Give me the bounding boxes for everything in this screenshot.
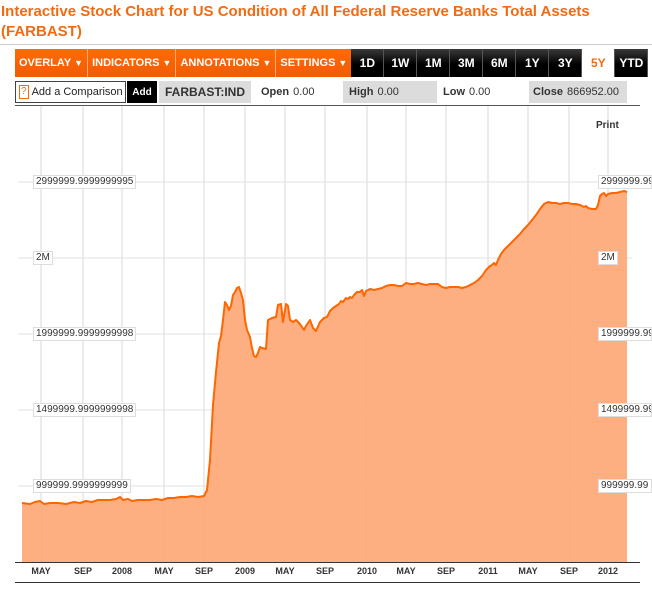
range-1w-button[interactable]: 1W [384,49,418,77]
comparison-placeholder: Add a Comparison [31,86,123,98]
low-stat: Low 0.00 [437,81,529,103]
chart-toolbar: OVERLAY ▼ INDICATORS ▼ ANNOTATIONS ▼ SETTIN… [15,49,649,77]
settings-menu-button[interactable]: SETTINGS ▼ [276,49,352,77]
y-label-left-3m: 2999999.9999999995 [33,175,137,189]
add-comparison-button[interactable]: Add [127,81,157,103]
quote-bar-divider [15,105,640,106]
area-line [21,190,628,505]
x-tick-label: 2012 [597,566,619,576]
x-tick-label: SEP [436,566,456,576]
settings-label: SETTINGS [280,57,336,69]
overlay-label: OVERLAY [19,57,72,69]
y-label-right-3m: 2999999.99 [598,175,652,189]
y-label-right-1m: 999999.99 [598,479,652,493]
range-3m-button[interactable]: 3M [450,49,484,77]
range-1y-button[interactable]: 1Y [516,49,550,77]
chevron-down-icon: ▼ [262,58,272,68]
high-stat: High 0.00 [343,81,437,103]
x-tick-label: MAY [396,566,416,576]
open-stat: Open 0.00 [251,81,343,103]
y-label-left-2m: 2M [33,251,53,265]
close-label: Close [533,86,563,98]
title-divider [0,44,652,45]
range-5y-button[interactable]: 5Y [582,49,616,77]
area-chart[interactable] [0,106,652,591]
range-1m-button[interactable]: 1M [417,49,451,77]
chevron-down-icon: ▼ [74,58,84,68]
overlay-menu-button[interactable]: OVERLAY ▼ [15,49,89,77]
open-label: Open [261,86,290,98]
y-label-right-2-0m: 1999999.99 [598,327,652,341]
indicators-label: INDICATORS [92,57,160,69]
close-value: 866952.00 [566,86,619,98]
range-ytd-button[interactable]: YTD [615,49,649,77]
page-title: Interactive Stock Chart for US Condition… [1,3,590,40]
low-value: 0.00 [469,86,491,98]
high-value: 0.00 [377,86,399,98]
x-tick-label: 2008 [111,566,133,576]
x-axis-line [15,562,640,563]
close-stat: Close 866952.00 [529,81,627,103]
y-label-left-1m: 999999.9999999999 [33,479,131,493]
high-label: High [349,86,374,98]
indicators-menu-button[interactable]: INDICATORS ▼ [88,49,177,77]
x-tick-label: SEP [73,566,93,576]
help-icon[interactable]: ? [19,85,29,99]
y-label-left-1-5m: 1499999.9999999998 [33,403,137,417]
x-tick-label: MAY [154,566,174,576]
comparison-input[interactable]: ? Add a Comparison [15,81,126,103]
chevron-down-icon: ▼ [338,58,348,68]
y-label-right-1-5m: 1499999.99 [598,403,652,417]
x-axis-bottom-line [15,582,640,583]
open-value: 0.00 [293,86,315,98]
x-tick-label: MAY [275,566,295,576]
x-tick-label: 2009 [234,566,256,576]
x-tick-label: 2010 [356,566,378,576]
range-1d-button[interactable]: 1D [351,49,385,77]
print-button[interactable]: Print [596,120,619,131]
annotations-menu-button[interactable]: ANNOTATIONS ▼ [176,49,277,77]
x-tick-label: MAY [518,566,538,576]
symbol-label: FARBAST:IND [159,81,251,103]
range-3y-button[interactable]: 3Y [549,49,583,77]
annotations-label: ANNOTATIONS [180,57,260,69]
x-tick-label: SEP [559,566,579,576]
quote-bar: ? Add a Comparison Add FARBAST:IND Open 0… [15,81,627,103]
y-label-right-2m: 2M [598,251,618,265]
low-label: Low [443,86,465,98]
area-fill [22,191,627,562]
range-6m-button[interactable]: 6M [483,49,517,77]
x-tick-label: SEP [315,566,335,576]
x-tick-label: SEP [194,566,214,576]
chevron-down-icon: ▼ [162,58,172,68]
x-tick-label: 2011 [478,566,498,576]
y-label-left-2-0m: 1999999.9999999998 [33,327,137,341]
x-tick-label: MAY [31,566,51,576]
